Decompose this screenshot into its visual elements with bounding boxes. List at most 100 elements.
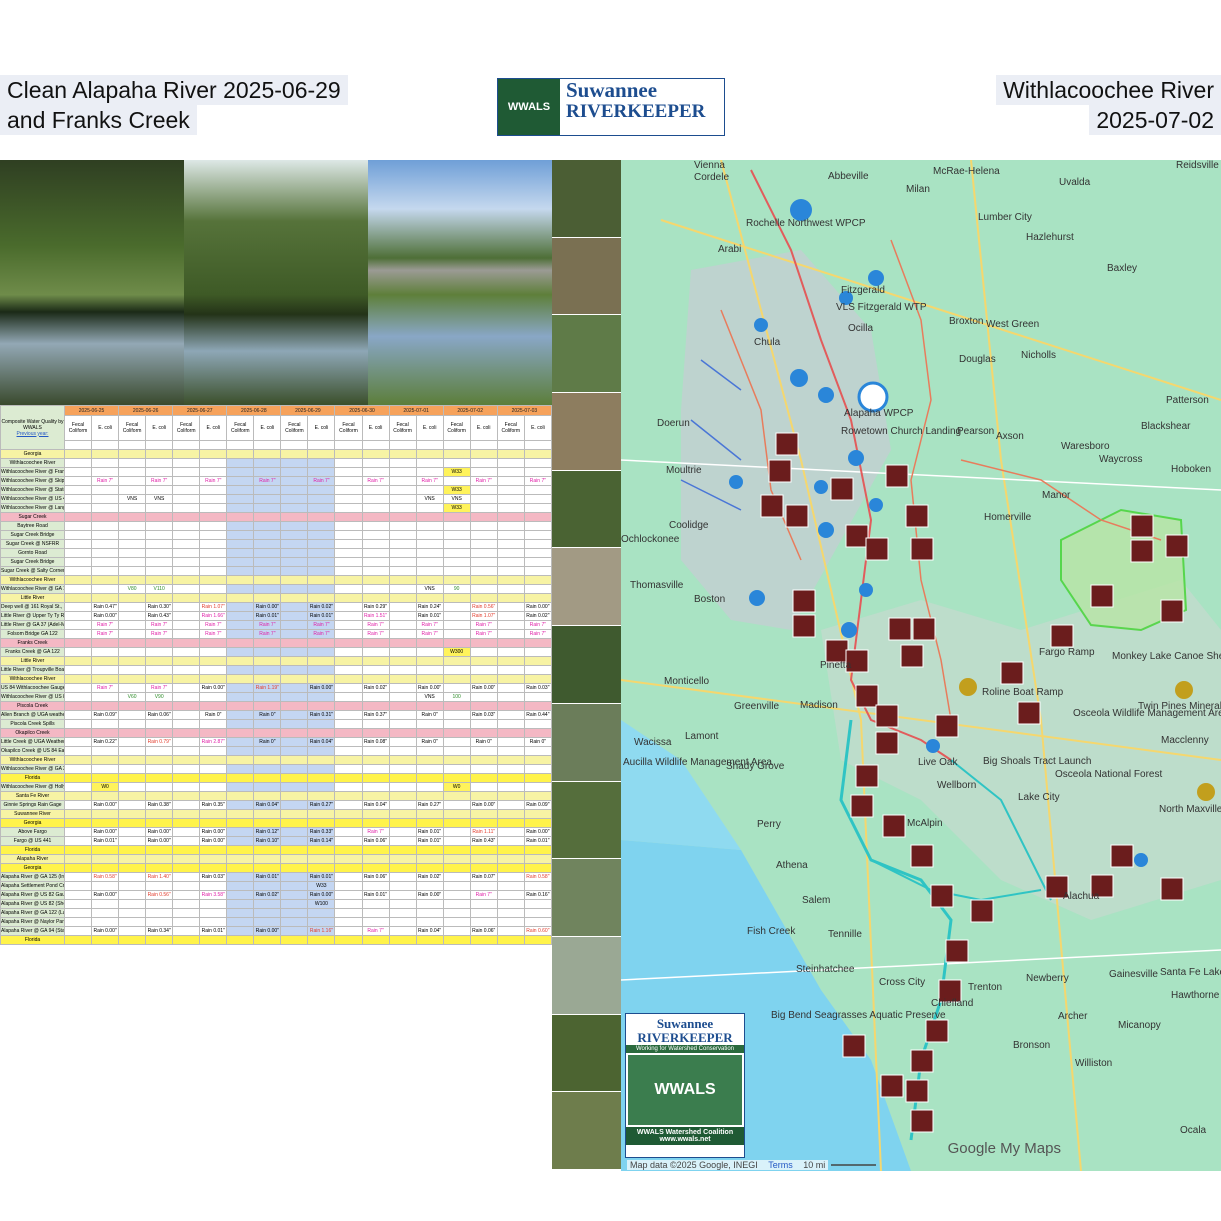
map-place-label: Macclenny [1161, 735, 1209, 746]
value-cell: Rain 0.43" [145, 611, 174, 621]
value-cell [118, 917, 147, 927]
value-cell [226, 530, 255, 540]
value-cell [469, 638, 498, 648]
value-cell [253, 881, 282, 891]
value-cell [172, 854, 201, 864]
value-cell [307, 557, 336, 567]
value-cell: Rain 0.01" [361, 890, 390, 900]
site-label: Above Fargo [0, 827, 65, 837]
value-cell [226, 467, 255, 477]
value-cell [442, 908, 471, 918]
value-cell [469, 935, 498, 945]
table-row: Little River @ GA 37 (Adel-Moultrie Land… [0, 620, 552, 630]
value-cell [172, 449, 201, 459]
terms-link[interactable]: Terms [768, 1160, 793, 1170]
map-place-label: Lake City [1018, 792, 1060, 803]
value-cell [145, 557, 174, 567]
value-cell: Rain 0.37" [361, 710, 390, 720]
value-cell [388, 467, 417, 477]
value-cell [226, 863, 255, 873]
value-cell: Rain 0.04" [361, 800, 390, 810]
value-cell [496, 728, 525, 738]
value-cell [280, 863, 309, 873]
value-cell [63, 449, 93, 459]
map-place-label: Archer [1058, 1011, 1088, 1022]
value-cell [361, 764, 390, 774]
value-cell [172, 638, 201, 648]
value-cell: W0 [442, 782, 471, 792]
value-cell [415, 539, 444, 549]
map-place-label: Live Oak [918, 757, 958, 768]
value-cell [63, 881, 93, 891]
value-cell [442, 836, 471, 846]
value-cell [361, 458, 390, 468]
site-label: Withlacoochee River [0, 674, 65, 684]
table-row: Piscola Creek Spills [0, 719, 552, 729]
value-cell [523, 701, 552, 711]
value-cell [280, 737, 309, 747]
value-cell [226, 818, 255, 828]
value-cell [280, 503, 309, 513]
value-cell [118, 575, 147, 585]
value-cell [118, 701, 147, 711]
map-place-label: McAlpin [907, 818, 943, 829]
map-place-label: Nicholls [1021, 350, 1057, 361]
value-cell [361, 674, 390, 684]
table-row: Florida [0, 773, 552, 783]
value-cell [145, 917, 174, 927]
map-place-label: Monticello [664, 676, 710, 687]
fecal-coliform-header: Fecal Coliform [118, 415, 147, 441]
map-place-label: Fish Creek [747, 926, 796, 937]
value-cell: Rain 7" [91, 683, 120, 693]
map-place-label: Hawthorne [1171, 990, 1220, 1001]
value-cell [280, 485, 309, 495]
logo-bottom-url: www.wwals.net [659, 1136, 711, 1143]
value-cell [226, 656, 255, 666]
value-cell [91, 557, 120, 567]
table-row: Above Fargo Rain 0.00" Rain 0.00" Rain 0.00… [0, 827, 552, 837]
previous-year-link[interactable]: Previous year: [16, 430, 49, 437]
value-cell [280, 917, 309, 927]
value-cell [442, 764, 471, 774]
value-cell [496, 620, 525, 630]
value-cell [63, 683, 93, 693]
map-place-label: Manor [1042, 490, 1071, 501]
map-place-label: Blackshear [1141, 421, 1191, 432]
value-cell: Rain 0.00" [523, 602, 552, 612]
value-cell [388, 701, 417, 711]
value-cell [388, 827, 417, 837]
value-cell [226, 917, 255, 927]
value-cell [307, 584, 336, 594]
value-cell [226, 665, 255, 675]
value-cell [307, 647, 336, 657]
value-cell [415, 530, 444, 540]
value-cell [523, 782, 552, 792]
fecal-coliform-header: Fecal Coliform [172, 415, 201, 441]
value-cell [253, 521, 282, 531]
value-cell [118, 791, 147, 801]
value-cell [523, 899, 552, 909]
value-cell [172, 917, 201, 927]
value-cell [91, 692, 120, 702]
value-cell [442, 863, 471, 873]
map-place-label: Lumber City [978, 212, 1032, 223]
value-cell: Rain 0.27" [307, 800, 336, 810]
thumbnail [552, 548, 621, 627]
value-cell [145, 647, 174, 657]
value-cell [280, 746, 309, 756]
value-cell [469, 449, 498, 459]
value-cell [361, 791, 390, 801]
value-cell [280, 512, 309, 522]
value-cell [523, 539, 552, 549]
value-cell [388, 449, 417, 459]
map-place-label: Osceola Wildlife Management Area [1073, 708, 1221, 719]
water-quality-map[interactable]: Vienna Cordele Abbeville McRae-Helena Uvalda… [621, 160, 1221, 1171]
value-cell: Rain 0" [253, 710, 282, 720]
table-row: Gornto Road [0, 548, 552, 558]
value-cell [226, 674, 255, 684]
value-cell [172, 647, 201, 657]
value-cell [496, 836, 525, 846]
value-cell [199, 935, 228, 945]
value-cell [253, 764, 282, 774]
value-cell [415, 512, 444, 522]
